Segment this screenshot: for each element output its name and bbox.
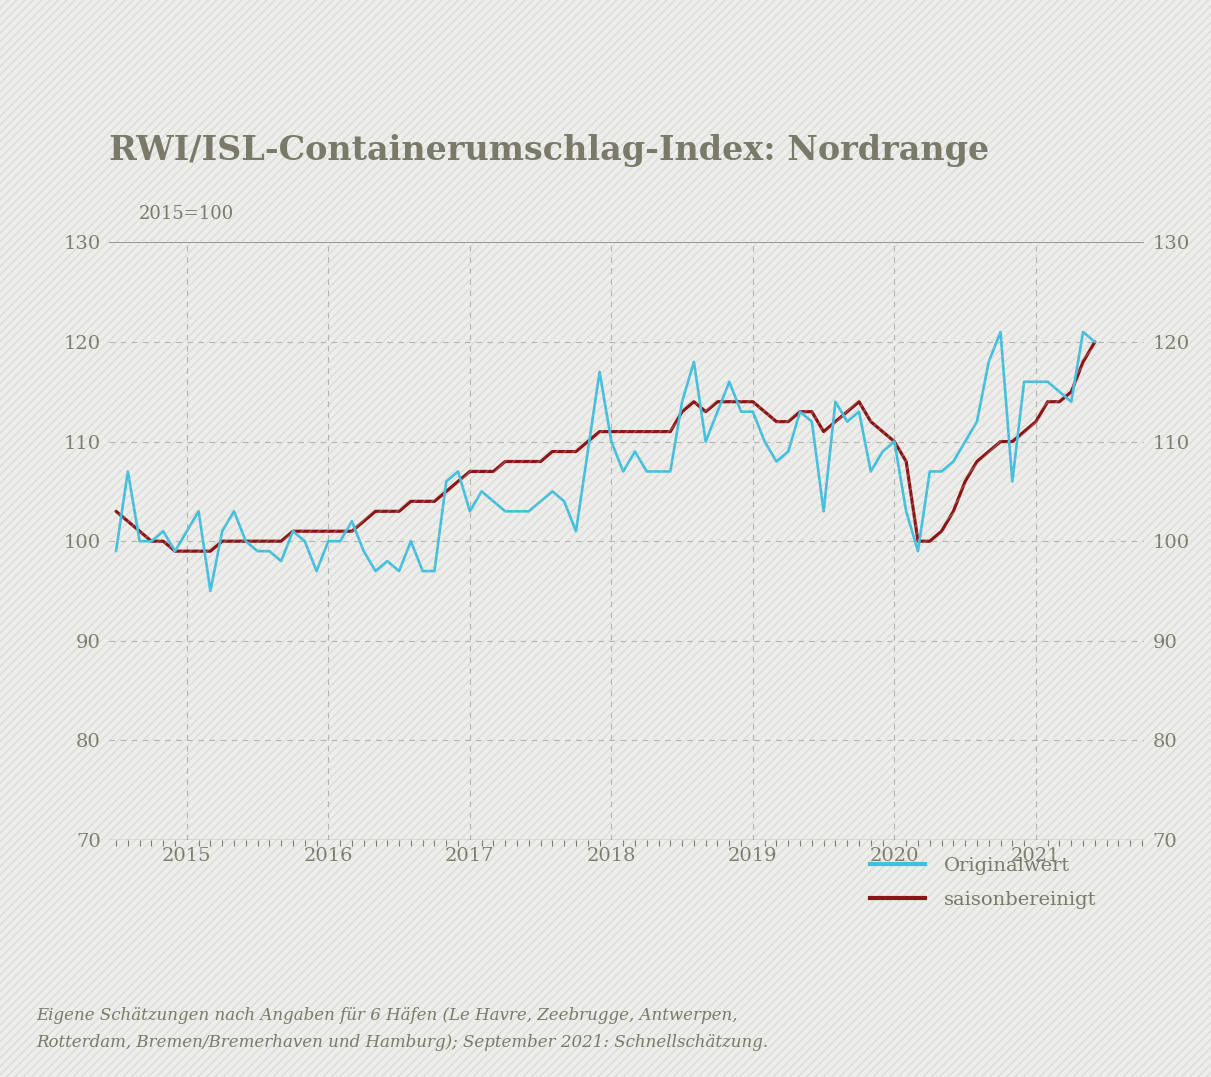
Text: Rotterdam, Bremen/Bremerhaven und Hamburg); September 2021: Schnellschätzung.: Rotterdam, Bremen/Bremerhaven und Hambur… (36, 1034, 769, 1051)
Text: 2015=100: 2015=100 (139, 205, 235, 223)
Text: Eigene Schätzungen nach Angaben für 6 Häfen (Le Havre, Zeebrugge, Antwerpen,: Eigene Schätzungen nach Angaben für 6 Hä… (36, 1007, 737, 1024)
Legend: Originalwert, saisonbereinigt: Originalwert, saisonbereinigt (862, 850, 1104, 917)
Text: RWI/ISL-Containerumschlag-Index: Nordrange: RWI/ISL-Containerumschlag-Index: Nordran… (109, 134, 989, 167)
